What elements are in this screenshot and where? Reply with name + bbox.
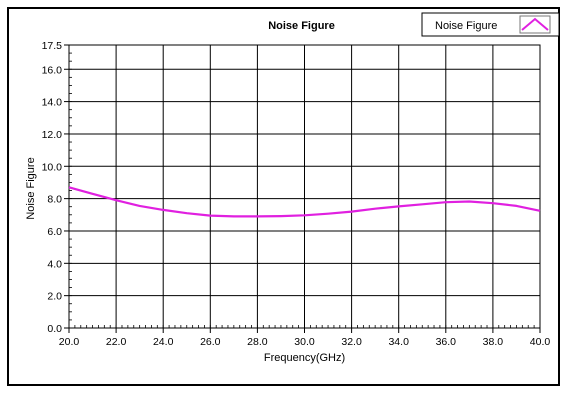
y-tick-label: 16.0 xyxy=(42,64,63,76)
legend: Noise Figure xyxy=(421,12,560,37)
y-tick-label: 12.0 xyxy=(42,129,63,141)
x-tick-label: 34.0 xyxy=(388,336,409,348)
legend-label: Noise Figure xyxy=(435,20,497,32)
x-tick-label: 22.0 xyxy=(106,336,127,348)
x-tick-label: 26.0 xyxy=(200,336,221,348)
y-tick-label: 4.0 xyxy=(47,258,62,270)
y-axis-label: Noise Figure xyxy=(25,157,37,219)
x-tick-label: 20.0 xyxy=(59,336,80,348)
plot-area xyxy=(68,44,541,329)
noise-figure-series-line xyxy=(68,186,541,218)
x-tick-label: 40.0 xyxy=(530,336,551,348)
x-tick-label: 28.0 xyxy=(247,336,268,348)
x-tick-label: 24.0 xyxy=(153,336,174,348)
chart-title: Noise Figure xyxy=(268,20,335,32)
series-layer xyxy=(68,186,541,218)
x-axis-label: Frequency(GHz) xyxy=(264,352,345,364)
x-tick-label: 36.0 xyxy=(436,336,457,348)
y-tick-labels: 0.0 2.0 4.0 6.0 8.0 10.0 12.0 14.0 16.0 17.5 xyxy=(42,40,63,335)
y-tick-label: 10.0 xyxy=(42,161,63,173)
x-tick-labels: 20.0 22.0 24.0 26.0 28.0 30.0 32.0 34.0 36.0 38.0… xyxy=(59,336,551,348)
x-tick-label: 38.0 xyxy=(483,336,504,348)
y-tick-label: 6.0 xyxy=(47,226,62,238)
y-tick-label: 14.0 xyxy=(42,97,63,109)
legend-swatch xyxy=(519,15,551,34)
y-tick-label: 2.0 xyxy=(47,291,62,303)
y-tick-label: 8.0 xyxy=(47,194,62,206)
y-tick-label: 17.5 xyxy=(42,40,63,52)
grid-lines xyxy=(64,44,541,333)
legend-line-icon xyxy=(521,17,549,31)
x-tick-label: 30.0 xyxy=(294,336,315,348)
y-tick-label: 0.0 xyxy=(47,323,62,335)
x-tick-label: 32.0 xyxy=(341,336,362,348)
